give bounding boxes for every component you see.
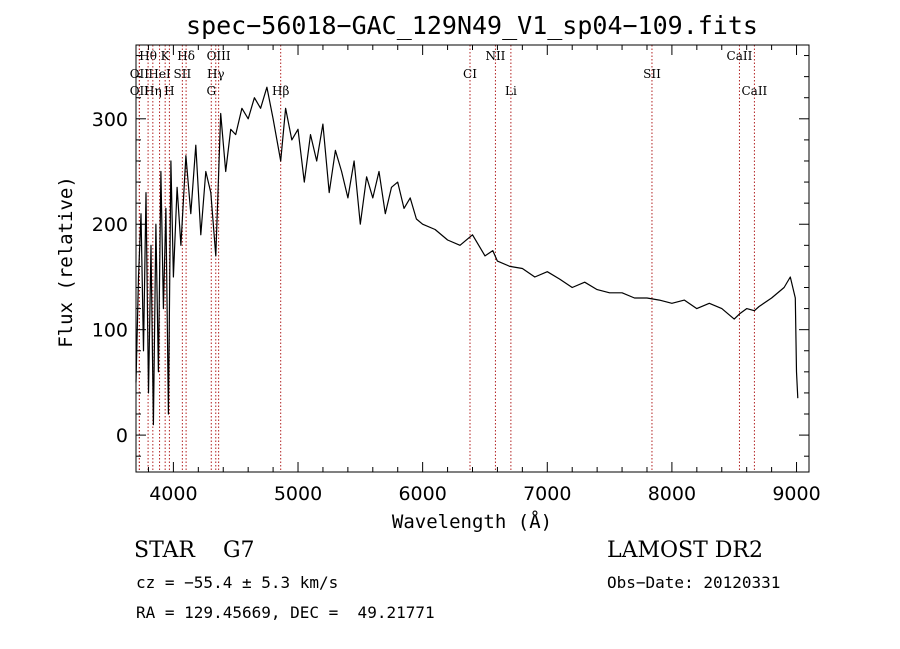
object-class: STAR G7 [134,538,255,563]
y-tick-label-3: 300 [92,109,128,131]
line-label-9: Hγ [207,67,225,81]
x-tick-label-4: 8000 [648,483,696,505]
line-label-13: Hη [144,84,162,98]
line-label-11: SII [643,67,661,81]
y-tick-label-2: 200 [92,214,128,236]
line-label-4: NII [485,49,505,63]
line-label-8: SII [174,67,192,81]
plot-frame [135,44,810,473]
line-label-16: Hβ [272,84,289,98]
x-tick-label-1: 5000 [274,483,322,505]
line-label-0: Hθ [139,49,157,63]
line-label-10: CI [463,67,477,81]
observation-date: Obs−Date: 20120331 [607,573,781,592]
survey-name: LAMOST DR2 [607,538,763,563]
line-label-15: G [206,84,216,98]
spectrum-series [135,86,799,426]
x-axis-label: Wavelength (Å) [392,510,552,533]
x-tick-label-2: 6000 [398,483,446,505]
y-axis-label: Flux (relative) [55,176,77,348]
spectrum-line [135,86,799,426]
x-tick-label-0: 4000 [149,483,197,505]
y-tick-label-0: 0 [116,425,128,447]
line-label-18: CaII [741,84,767,98]
line-label-14: H [164,84,174,98]
line-label-7: HeI [148,67,171,81]
line-label-1: K [161,49,171,63]
x-axis-ticks: 4000 5000 6000 7000 8000 9000 [147,45,821,505]
chart-title: spec−56018−GAC_129N49_V1_sp04−109.fits [186,11,758,40]
line-label-12: OII [130,84,150,98]
x-tick-label-5: 9000 [772,483,820,505]
coordinates: RA = 129.45669, DEC = 49.21771 [136,603,435,622]
line-label-3: OIII [207,49,231,63]
y-axis-ticks: 0 100 200 300 [92,55,809,457]
line-label-2: Hδ [177,49,195,63]
redshift-velocity: cz = −55.4 ± 5.3 km/s [136,573,339,592]
y-tick-label-1: 100 [92,320,128,342]
line-label-17: Li [505,84,517,98]
line-label-5: CaII [727,49,753,63]
x-tick-label-3: 7000 [523,483,571,505]
